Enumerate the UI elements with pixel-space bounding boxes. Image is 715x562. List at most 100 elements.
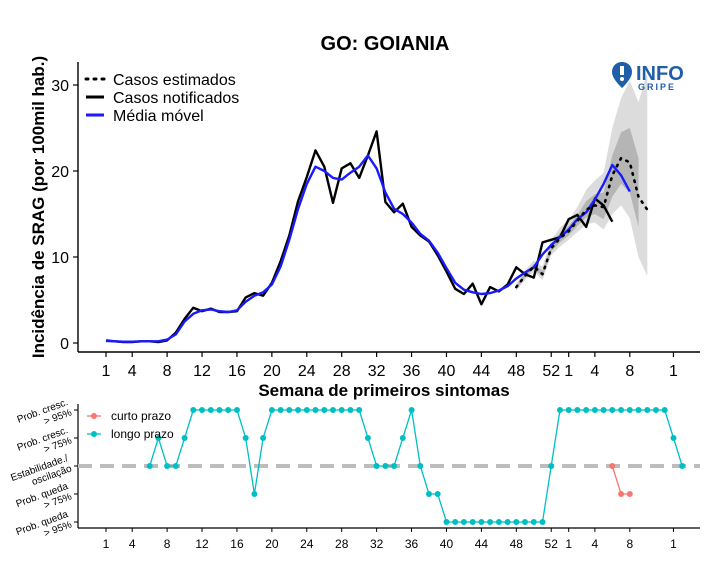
trend-point: [312, 407, 319, 413]
trend-point: [295, 407, 302, 413]
trend-x-tick-label: 48: [510, 537, 524, 551]
trend-point: [469, 519, 476, 525]
trend-point: [364, 435, 371, 441]
trend-line-curto-prazo: [611, 465, 630, 495]
trend-legend: curto prazo longo prazo: [87, 409, 174, 441]
trend-point: [155, 435, 162, 441]
trend-x-tick-label: 28: [335, 537, 349, 551]
trend-legend-label: curto prazo: [111, 409, 171, 423]
trend-point: [644, 407, 651, 413]
trend-point: [495, 519, 502, 525]
trend-x-tick-label: 32: [370, 537, 384, 551]
trend-point: [530, 519, 537, 525]
chart-title: GO: GOIANIA: [321, 33, 450, 55]
trend-x-tick-label: 44: [475, 537, 489, 551]
trend-point: [251, 491, 258, 497]
trend-x-tick-label: 4: [592, 537, 599, 551]
y-tick-label: 20: [51, 164, 69, 181]
trend-x-tick-label: 1: [670, 537, 677, 551]
trend-point: [373, 463, 380, 469]
trend-point: [626, 407, 633, 413]
trend-point: [172, 463, 179, 469]
trend-point: [207, 407, 214, 413]
trend-point: [190, 407, 197, 413]
legend-label: Casos estimados: [113, 72, 236, 89]
trend-x-tick-label: 16: [230, 537, 244, 551]
trend-point: [286, 407, 293, 413]
trend-point: [557, 407, 563, 413]
trend-x-tick-label: 52: [545, 537, 559, 551]
map-pin-dot: [620, 77, 624, 81]
series-line-m-dia-m-vel: [105, 154, 631, 343]
trend-point: [600, 407, 607, 413]
trend-legend-dot: [91, 413, 97, 419]
x-tick-label: 1: [564, 363, 573, 380]
x-axis-label: Semana de primeiros sintomas: [258, 381, 509, 400]
trend-point: [452, 519, 459, 525]
confidence-band-50: [516, 128, 639, 289]
x-tick-label: 8: [625, 363, 634, 380]
trend-point: [164, 463, 171, 469]
series-line-casos-notificados: [105, 130, 614, 344]
x-tick-label: 12: [193, 363, 211, 380]
logo-text-sub: GRIPE: [638, 82, 676, 92]
logo-text-main: INFO: [636, 63, 684, 85]
x-tick-label: 8: [163, 363, 172, 380]
trend-point: [504, 519, 511, 525]
trend-point: [618, 407, 625, 413]
x-tick-label: 16: [228, 363, 246, 380]
x-tick-label: 40: [438, 363, 456, 380]
trend-point: [216, 407, 223, 413]
trend-x-tick-label: 8: [626, 537, 633, 551]
trend-point: [408, 407, 415, 413]
trend-point: [670, 435, 677, 441]
y-axis-label: Incidência de SRAG (por 100mil hab.): [29, 56, 48, 358]
trend-point: [548, 463, 555, 469]
trend-point: [356, 407, 363, 413]
trend-point: [321, 407, 328, 413]
series-line-casos-estimados: [514, 156, 649, 289]
trend-point: [338, 407, 345, 413]
legend-label: Casos notificados: [113, 90, 239, 107]
trend-point: [583, 407, 590, 413]
confidence-band-95: [516, 72, 648, 291]
trend-point: [347, 407, 354, 413]
x-tick-label: 52: [542, 363, 560, 380]
trend-point: [513, 519, 520, 525]
trend-point: [679, 463, 686, 469]
trend-x-tick-label: 20: [265, 537, 279, 551]
trend-x-tick-label: 40: [440, 537, 454, 551]
trend-point: [661, 407, 668, 413]
x-tick-label: 28: [333, 363, 351, 380]
x-tick-label: 20: [263, 363, 281, 380]
x-tick-label: 24: [298, 363, 316, 380]
trend-point: [181, 435, 188, 441]
y-tick-label: 10: [51, 250, 69, 267]
infogripe-logo: INFO GRIPE: [612, 62, 684, 92]
trend-point: [234, 407, 240, 413]
trend-x-tick-label: 4: [129, 537, 136, 551]
x-tick-label: 44: [472, 363, 490, 380]
trend-point: [242, 435, 249, 441]
y-tick-label: 0: [60, 336, 69, 353]
trend-point: [443, 519, 450, 525]
y-tick-label: 30: [51, 78, 69, 95]
trend-point: [199, 407, 205, 413]
trend-point: [609, 407, 616, 413]
trend-point: [626, 491, 633, 497]
trend-point: [330, 407, 336, 413]
trend-point: [260, 435, 267, 441]
trend-x-tick-label: 8: [164, 537, 171, 551]
trend-legend-label: longo prazo: [111, 427, 174, 441]
trend-x-tick-label: 1: [103, 537, 110, 551]
trend-point: [635, 407, 642, 413]
trend-point: [391, 463, 398, 469]
trend-legend-dot: [91, 431, 97, 437]
trend-x-tick-label: 1: [565, 537, 572, 551]
trend-point: [539, 519, 546, 525]
trend-x-tick-label: 12: [195, 537, 209, 551]
x-tick-label: 48: [507, 363, 525, 380]
